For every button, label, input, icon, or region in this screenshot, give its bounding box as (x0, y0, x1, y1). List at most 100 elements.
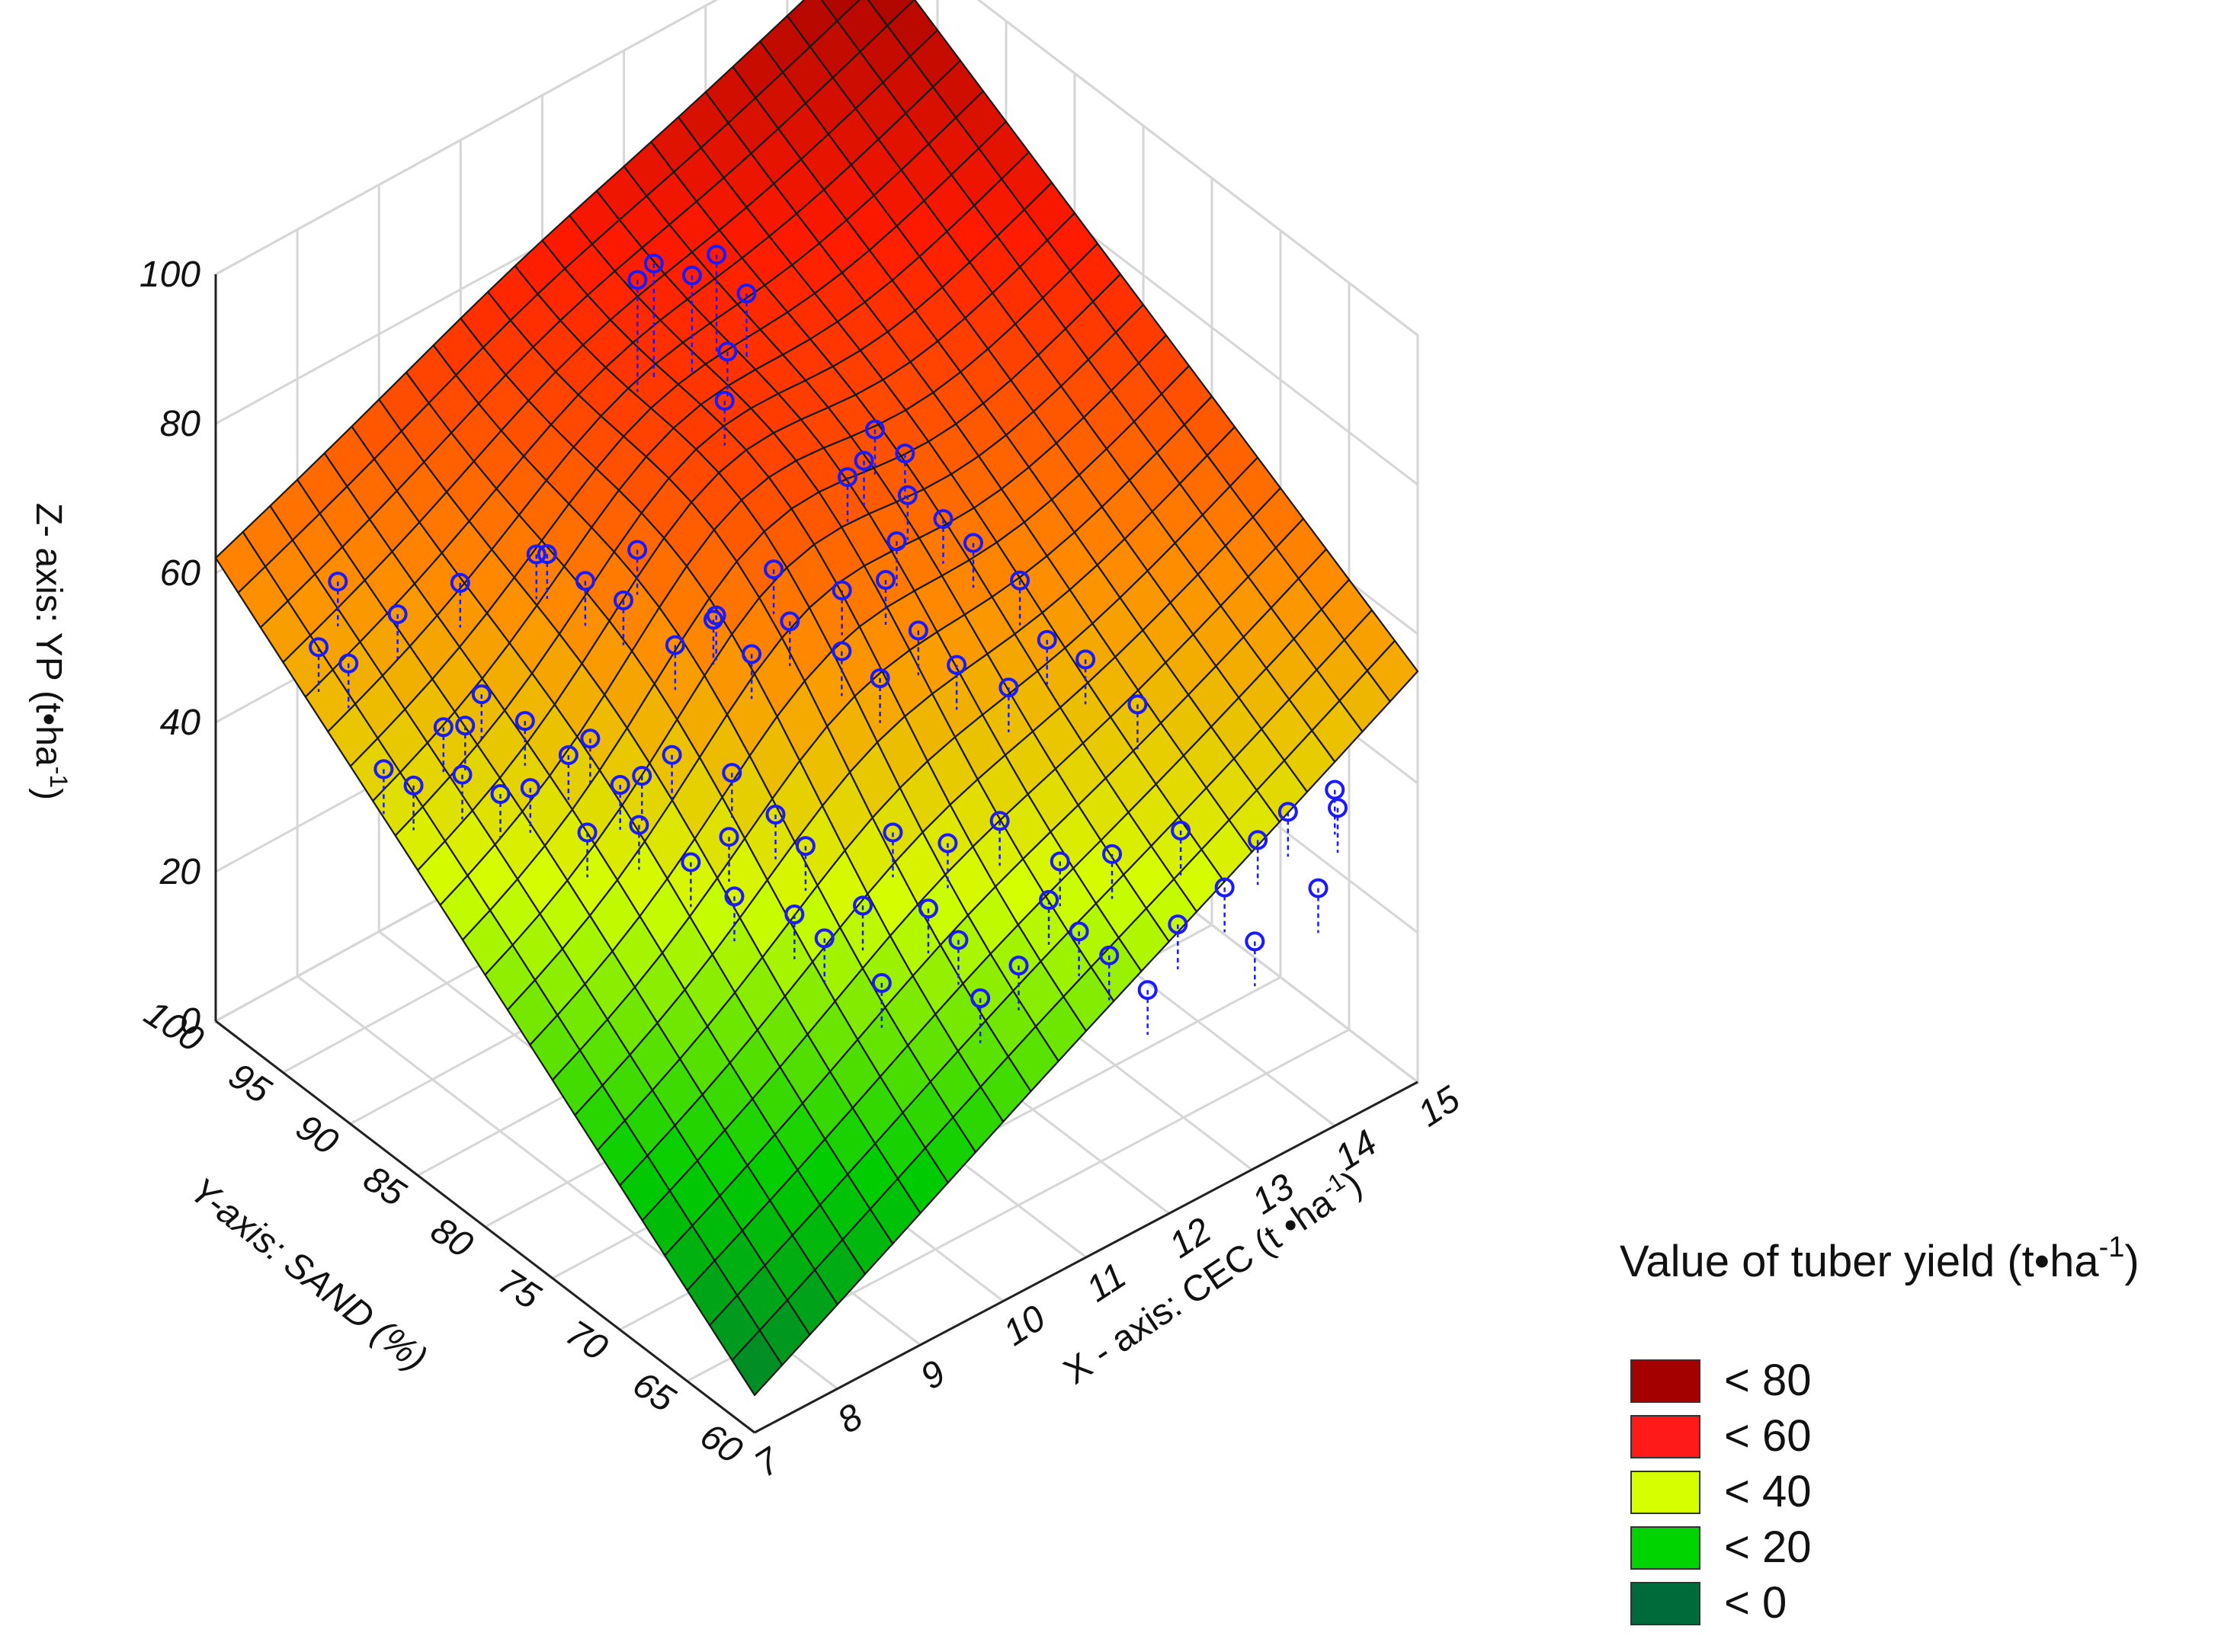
z-tick-label: 80 (160, 404, 201, 444)
data-point (719, 827, 739, 847)
legend-label: < 80 (1724, 1356, 1812, 1405)
legend-swatch (1630, 1359, 1700, 1403)
legend-title: Value of tuber yield (t•ha-1) (1620, 1231, 2139, 1286)
data-point (610, 775, 630, 796)
data-point (490, 784, 511, 805)
data-point (558, 744, 579, 765)
data-point (948, 930, 969, 950)
legend-label: < 60 (1724, 1411, 1812, 1461)
data-point (387, 604, 408, 625)
data-point (433, 717, 454, 738)
data-point (870, 668, 890, 688)
surface-cell (1366, 639, 1419, 703)
data-point (455, 716, 476, 736)
data-point (577, 822, 598, 843)
data-point (742, 644, 762, 664)
data-point (853, 895, 873, 916)
data-point (714, 390, 735, 411)
z-tick-label: 40 (160, 703, 201, 743)
data-point (1010, 570, 1030, 591)
data-point (1248, 830, 1268, 850)
data-point (918, 898, 938, 919)
data-point (452, 764, 473, 785)
data-point (681, 852, 701, 872)
y-tick-label: 95 (222, 1055, 278, 1112)
z-tick-label: 100 (139, 255, 200, 295)
data-point (764, 559, 784, 580)
data-point (933, 509, 954, 530)
data-point (998, 677, 1019, 698)
legend-title-sup: -1 (2099, 1231, 2125, 1263)
data-point (864, 419, 885, 440)
data-point (471, 684, 492, 705)
data-point (871, 973, 892, 994)
legend-label: < 20 (1724, 1522, 1812, 1572)
y-tick-label: 80 (424, 1210, 480, 1266)
x-tick-label: 11 (1079, 1256, 1133, 1311)
x-tick-label: 8 (831, 1397, 870, 1442)
y-tick-label: 85 (356, 1158, 412, 1215)
legend-label: < 0 (1724, 1578, 1787, 1628)
z-tick-label: 60 (160, 553, 201, 594)
y-tick-label: 70 (558, 1313, 614, 1369)
data-point (328, 571, 348, 592)
data-point (632, 766, 652, 786)
legend-swatch (1630, 1471, 1700, 1514)
data-point (1050, 851, 1070, 872)
data-point (681, 265, 702, 286)
data-point (403, 775, 424, 796)
data-point (736, 283, 757, 304)
data-point (947, 655, 967, 675)
data-point (575, 571, 595, 591)
x-axis-line (754, 1081, 1418, 1434)
data-point (309, 637, 329, 658)
data-point (1245, 931, 1265, 952)
z-tick-label: 20 (159, 852, 201, 892)
z-axis-title-sup: -1 (45, 767, 72, 788)
data-point (814, 928, 835, 949)
data-point (1075, 649, 1096, 670)
data-point (876, 570, 896, 591)
y-tick-label: 65 (626, 1364, 682, 1420)
data-point (665, 635, 685, 655)
data-point (643, 253, 664, 274)
data-point (613, 590, 633, 610)
data-point (780, 611, 800, 632)
data-point (520, 778, 540, 799)
data-point (450, 572, 470, 593)
z-axis-title-main: Z- axis: YP (t•ha (28, 503, 69, 767)
data-point (706, 605, 726, 626)
data-point (908, 620, 928, 641)
y-tick-label: 60 (693, 1416, 749, 1472)
data-point (837, 467, 857, 488)
data-point (784, 904, 805, 924)
data-point (883, 822, 903, 843)
x-tick-label: 9 (914, 1353, 953, 1397)
x-tick-label: 15 (1411, 1079, 1467, 1135)
data-point (627, 539, 648, 560)
z-axis-title-end: ) (28, 788, 69, 800)
data-point (724, 886, 745, 907)
data-point (1039, 890, 1059, 911)
data-point (1325, 780, 1345, 800)
data-point (717, 341, 738, 362)
data-point (765, 805, 786, 824)
data-point (970, 988, 991, 1009)
legend-label: < 40 (1724, 1467, 1812, 1516)
data-point (897, 485, 918, 505)
data-point (832, 641, 852, 661)
data-point (514, 711, 535, 732)
data-point (537, 544, 557, 565)
y-axis-line (215, 1020, 755, 1434)
data-point (989, 811, 1010, 831)
data-point (1102, 844, 1123, 864)
data-point (1308, 878, 1329, 898)
observed-points (309, 245, 1348, 1043)
data-point (707, 245, 727, 265)
legend-title-end: ) (2124, 1237, 2139, 1286)
data-point (1328, 798, 1348, 818)
data-point (963, 533, 983, 553)
x-tick-label: 7 (748, 1439, 788, 1485)
